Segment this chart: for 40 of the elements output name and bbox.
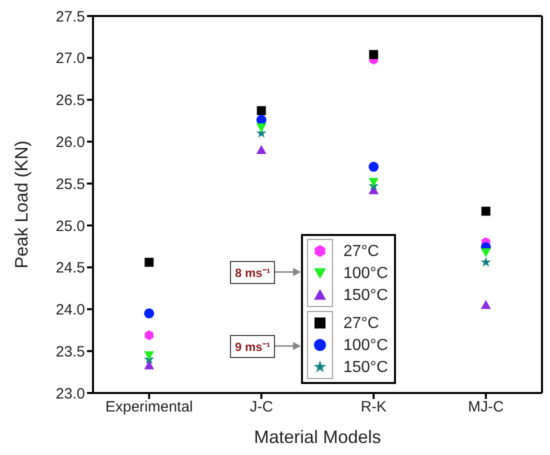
point bbox=[256, 145, 266, 154]
y-tick-label: 23.0 bbox=[56, 385, 85, 402]
legend-label: 100°C bbox=[343, 336, 388, 356]
y-tick-label: 23.5 bbox=[56, 343, 85, 360]
legend-label: 27°C bbox=[343, 242, 380, 262]
y-tick-label: 24.5 bbox=[56, 260, 85, 277]
point bbox=[368, 162, 379, 172]
y-tick-label: 24.0 bbox=[56, 302, 85, 319]
point bbox=[256, 114, 266, 125]
legend-label: 27°C bbox=[343, 314, 380, 334]
point bbox=[256, 106, 266, 116]
point bbox=[481, 206, 490, 216]
point bbox=[144, 308, 154, 318]
point bbox=[480, 248, 491, 258]
legend-label: 150°C bbox=[343, 358, 388, 378]
y-tick-label: 25.5 bbox=[56, 176, 85, 193]
point bbox=[368, 178, 379, 187]
y-tick-label: 26.5 bbox=[56, 92, 85, 110]
y-tick-label: 26.0 bbox=[56, 134, 85, 151]
y-tick-label: 25.0 bbox=[56, 218, 85, 235]
annotation: 8 ms⁻¹ bbox=[230, 260, 276, 284]
point bbox=[480, 300, 491, 310]
x-tick-label: R-K bbox=[360, 398, 387, 416]
y-tick-label: 27.5 bbox=[56, 8, 85, 26]
point bbox=[480, 256, 492, 267]
point bbox=[369, 50, 378, 60]
point bbox=[256, 123, 266, 132]
x-tick-label: J-C bbox=[250, 398, 274, 416]
point bbox=[144, 258, 154, 267]
x-tick-label: Experimental bbox=[105, 398, 193, 416]
point bbox=[144, 330, 154, 340]
legend-label: 150°C bbox=[343, 286, 388, 306]
point bbox=[144, 360, 154, 370]
x-tick-label: MJ-C bbox=[468, 398, 504, 416]
x-axis-title: Material Models bbox=[254, 427, 382, 447]
legend-label: 100°C bbox=[343, 264, 388, 284]
y-axis-title: Peak Load (KN) bbox=[11, 140, 32, 269]
point bbox=[144, 351, 154, 360]
y-tick-label: 27.0 bbox=[56, 50, 85, 68]
annotation: 9 ms⁻¹ bbox=[230, 334, 276, 358]
